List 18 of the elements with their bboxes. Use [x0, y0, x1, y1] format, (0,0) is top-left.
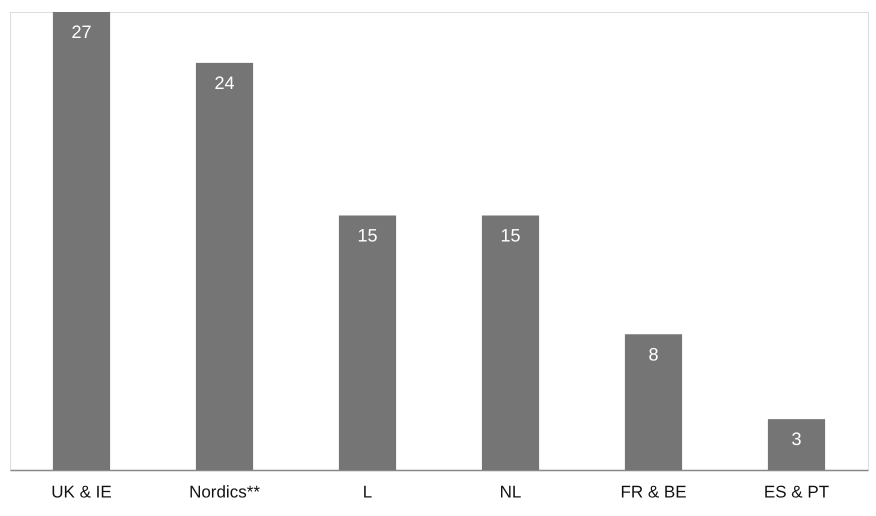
data-label: 15 [500, 226, 521, 246]
x-tick-label: L [362, 482, 372, 502]
data-label: 24 [214, 72, 235, 93]
data-label: 27 [71, 22, 92, 42]
bar [52, 12, 110, 470]
x-tick-label: ES & PT [764, 482, 830, 502]
bar [624, 334, 682, 470]
x-tick-label: Nordics** [189, 482, 260, 502]
x-tick-label: NL [500, 482, 522, 502]
data-label: 3 [791, 429, 802, 450]
x-tick-label: UK & IE [51, 482, 112, 502]
data-label: 8 [648, 344, 659, 364]
bar [338, 216, 396, 470]
data-label: 15 [357, 226, 378, 246]
x-tick-label: FR & BE [620, 482, 687, 502]
bar [482, 216, 540, 470]
bar [196, 62, 254, 470]
bar [768, 419, 826, 470]
